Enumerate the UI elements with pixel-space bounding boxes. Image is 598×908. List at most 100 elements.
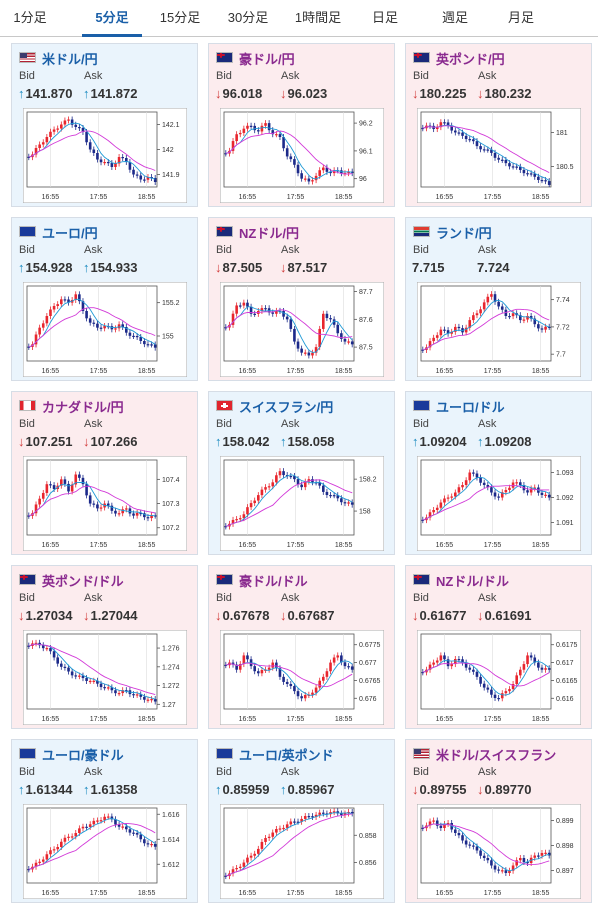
candle-body	[511, 166, 515, 168]
rate-card-6[interactable]: カナダドル/円 Bid Ask ↓107.251 ↓107.266 16:55 1…	[11, 391, 198, 555]
y-tick-label: 180.5	[556, 164, 574, 171]
mini-chart[interactable]: 16:55 17:55 18:55 96.2 96.1 96	[220, 108, 384, 203]
bid-label: Bid	[413, 418, 429, 430]
mini-chart[interactable]: 16:55 17:55 18:55 142.1 142 141.9	[23, 108, 187, 203]
x-tick-label: 16:55	[239, 194, 257, 201]
pair-name[interactable]: 米ドル/スイスフラン	[436, 748, 557, 763]
x-tick-label: 17:55	[90, 368, 108, 375]
mini-chart[interactable]: 16:55 17:55 18:55 155.2 155	[23, 282, 187, 377]
candle-body	[332, 657, 336, 663]
rate-card-1[interactable]: 豪ドル/円 Bid Ask ↓96.018 ↓96.023 16:55 17:55…	[208, 43, 395, 207]
tab-1[interactable]: 5分足	[82, 0, 142, 37]
pair-name[interactable]: 英ポンド/ドル	[42, 574, 124, 589]
pair-name[interactable]: ユーロ/円	[42, 226, 98, 241]
tab-6[interactable]: 週足	[441, 10, 468, 25]
pair-name[interactable]: ユーロ/ドル	[436, 400, 505, 415]
pair-name[interactable]: 豪ドル/円	[239, 52, 295, 67]
tab-0[interactable]: 1分足	[13, 10, 47, 25]
mini-chart[interactable]: 16:55 17:55 18:55 1.093 1.092 1.091	[417, 456, 581, 551]
candle-body	[139, 337, 143, 341]
candle-body	[450, 664, 453, 667]
candle-body	[81, 675, 85, 679]
rate-card-13[interactable]: ユーロ/英ポンド Bid Ask ↑0.85959 ↑0.85967 16:55…	[208, 739, 395, 903]
ma-long-line	[28, 643, 156, 696]
bid-number: 0.85959	[222, 782, 270, 797]
candle-body	[289, 475, 293, 478]
mini-chart[interactable]: 16:55 17:55 18:55 0.858 0.856	[220, 804, 384, 899]
candle-body	[475, 141, 479, 147]
candle-body	[475, 846, 479, 851]
pair-name[interactable]: 英ポンド/円	[436, 52, 505, 67]
mini-chart[interactable]: 16:55 17:55 18:55 0.6775 0.677 0.6765 0.676	[220, 630, 384, 725]
pair-name[interactable]: カナダドル/円	[42, 400, 124, 415]
candle-body	[264, 123, 267, 126]
candle-body	[60, 124, 63, 129]
rate-card-9[interactable]: 英ポンド/ドル Bid Ask ↓1.27034 ↓1.27044 16:55 1…	[11, 565, 198, 729]
rate-card-10[interactable]: 豪ドル/ドル Bid Ask ↓0.67678 ↓0.67687 16:55 17…	[208, 565, 395, 729]
candle-body	[278, 471, 282, 476]
pair-name[interactable]: ユーロ/英ポンド	[239, 748, 334, 763]
mini-chart[interactable]: 16:55 17:55 18:55 0.899 0.898 0.897	[417, 804, 581, 899]
tab-4[interactable]: 1時間足	[294, 10, 342, 25]
bid-value: ↓0.67678	[215, 608, 270, 623]
candle-body	[482, 302, 486, 310]
tab-3[interactable]: 30分足	[227, 10, 269, 25]
rate-card-8[interactable]: ユーロ/ドル Bid Ask ↑1.09204 ↑1.09208 16:55 17…	[405, 391, 592, 555]
rate-card-2[interactable]: 英ポンド/円 Bid Ask ↓180.225 ↓180.232 16:55 17…	[405, 43, 592, 207]
candle-body	[457, 487, 461, 493]
mini-chart[interactable]: 16:55 17:55 18:55 181 180.5	[417, 108, 581, 203]
ask-label: Ask	[281, 766, 300, 778]
arrow-up-icon: ↑	[18, 782, 25, 797]
candle-body	[235, 664, 238, 670]
x-tick-label: 18:55	[532, 194, 550, 201]
tab-2[interactable]: 15分足	[159, 10, 201, 25]
mini-chart[interactable]: 16:55 17:55 18:55 1.616 1.614 1.612	[23, 804, 187, 899]
pair-name[interactable]: 米ドル/円	[42, 52, 98, 67]
rate-card-0[interactable]: 米ドル/円 Bid Ask ↑141.870 ↑141.872 16:55 17:…	[11, 43, 198, 207]
mini-chart[interactable]: 16:55 17:55 18:55 1.276 1.274 1.272 1.27	[23, 630, 187, 725]
candle-body	[96, 153, 99, 160]
x-tick-label: 18:55	[138, 542, 156, 549]
pair-name[interactable]: 豪ドル/ドル	[239, 574, 308, 589]
rate-card-12[interactable]: ユーロ/豪ドル Bid Ask ↑1.61344 ↑1.61358 16:55 1…	[11, 739, 198, 903]
candle-body	[132, 513, 135, 516]
tab-7[interactable]: 月足	[507, 10, 534, 25]
x-tick-label: 17:55	[484, 368, 502, 375]
candle-body	[27, 515, 31, 517]
rate-card-7[interactable]: スイスフラン/円 Bid Ask ↑158.042 ↑158.058 16:55…	[208, 391, 395, 555]
mini-chart[interactable]: 16:55 17:55 18:55 0.6175 0.617 0.6165 0.616	[417, 630, 581, 725]
candle-body	[41, 323, 45, 328]
pair-name[interactable]: NZドル/円	[239, 226, 299, 241]
rate-card-4[interactable]: NZドル/円 Bid Ask ↓87.505 ↓87.517 16:55 17:5…	[208, 217, 395, 381]
gb-flag-icon	[413, 52, 430, 63]
candle-body	[139, 175, 143, 180]
candle-body	[103, 162, 106, 164]
pair-name[interactable]: ランド/円	[436, 226, 492, 241]
rate-card-14[interactable]: 米ドル/スイスフラン Bid Ask ↓0.89755 ↓0.89770 16:…	[405, 739, 592, 903]
rate-card-3[interactable]: ユーロ/円 Bid Ask ↑154.928 ↑154.933 16:55 17:…	[11, 217, 198, 381]
gb-us-flag-icon	[19, 574, 36, 585]
mini-chart[interactable]: 16:55 17:55 18:55 158.2 158	[220, 456, 384, 551]
mini-chart[interactable]: 16:55 17:55 18:55 107.4 107.3 107.2	[23, 456, 187, 551]
mini-chart[interactable]: 16:55 17:55 18:55 7.74 7.72 7.7	[417, 282, 581, 377]
pair-name[interactable]: NZドル/ドル	[436, 574, 509, 589]
candle-body	[34, 148, 38, 155]
candle-body	[99, 507, 103, 509]
candle-body	[515, 166, 518, 168]
mini-chart[interactable]: 16:55 17:55 18:55 87.7 87.6 87.5	[220, 282, 384, 377]
pair-name[interactable]: ユーロ/豪ドル	[42, 748, 124, 763]
rate-card-5[interactable]: ランド/円 Bid Ask 7.715 7.724 16:55 17:55 18:5…	[405, 217, 592, 381]
candle-body	[224, 875, 228, 877]
za-flag-icon	[413, 226, 430, 237]
candle-body	[490, 149, 493, 153]
ma-short-line	[28, 298, 156, 348]
y-tick-label: 0.899	[556, 818, 574, 825]
tab-5[interactable]: 日足	[371, 10, 398, 25]
arrow-down-icon: ↓	[215, 260, 222, 275]
rate-card-11[interactable]: NZドル/ドル Bid Ask ↓0.61677 ↓0.61691 16:55 1…	[405, 565, 592, 729]
candle-body	[293, 476, 296, 480]
candle-body	[428, 821, 432, 826]
candle-body	[526, 490, 529, 493]
pair-name[interactable]: スイスフラン/円	[239, 400, 334, 415]
arrow-down-icon: ↓	[280, 86, 287, 101]
